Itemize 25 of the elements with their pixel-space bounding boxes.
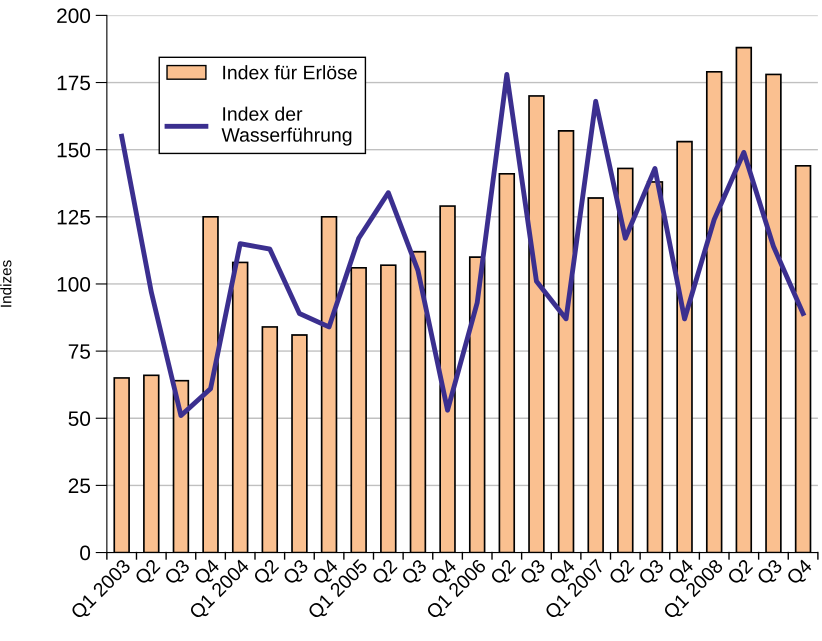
x-tick-label: Q3	[638, 558, 667, 588]
x-tick-label: Q2	[252, 558, 282, 588]
x-tick-label: Q2	[726, 558, 756, 588]
y-axis-title: Indizes	[0, 260, 12, 307]
y-tick-label: 25	[68, 478, 90, 494]
x-tick-label: Q3	[400, 558, 430, 588]
x-tick-label: Q3	[282, 558, 312, 588]
legend-label: Index der Wasserführung	[222, 106, 352, 146]
x-tick-label: Q2	[489, 558, 519, 588]
y-tick-label: 150	[58, 142, 90, 158]
x-tick-label: Q2	[608, 558, 638, 588]
x-tick-label: Q2	[134, 558, 164, 588]
y-tick-label: 50	[68, 411, 90, 426]
x-tick-label: Q4	[786, 558, 816, 588]
y-tick-label: 75	[68, 344, 90, 359]
x-tick-label: Q2	[370, 558, 400, 588]
y-tick-label: 175	[58, 76, 90, 90]
legend-label: Index für Erlöse	[223, 65, 357, 80]
x-tick-label: Q3	[519, 558, 548, 588]
y-tick-label: 200	[57, 8, 90, 24]
x-tick-label: Q3	[756, 558, 786, 588]
x-tick-label: Q3	[164, 558, 193, 588]
y-tick-label: 125	[58, 210, 90, 225]
y-tick-label: 0	[80, 546, 90, 560]
y-tick-label: 100	[58, 276, 90, 292]
